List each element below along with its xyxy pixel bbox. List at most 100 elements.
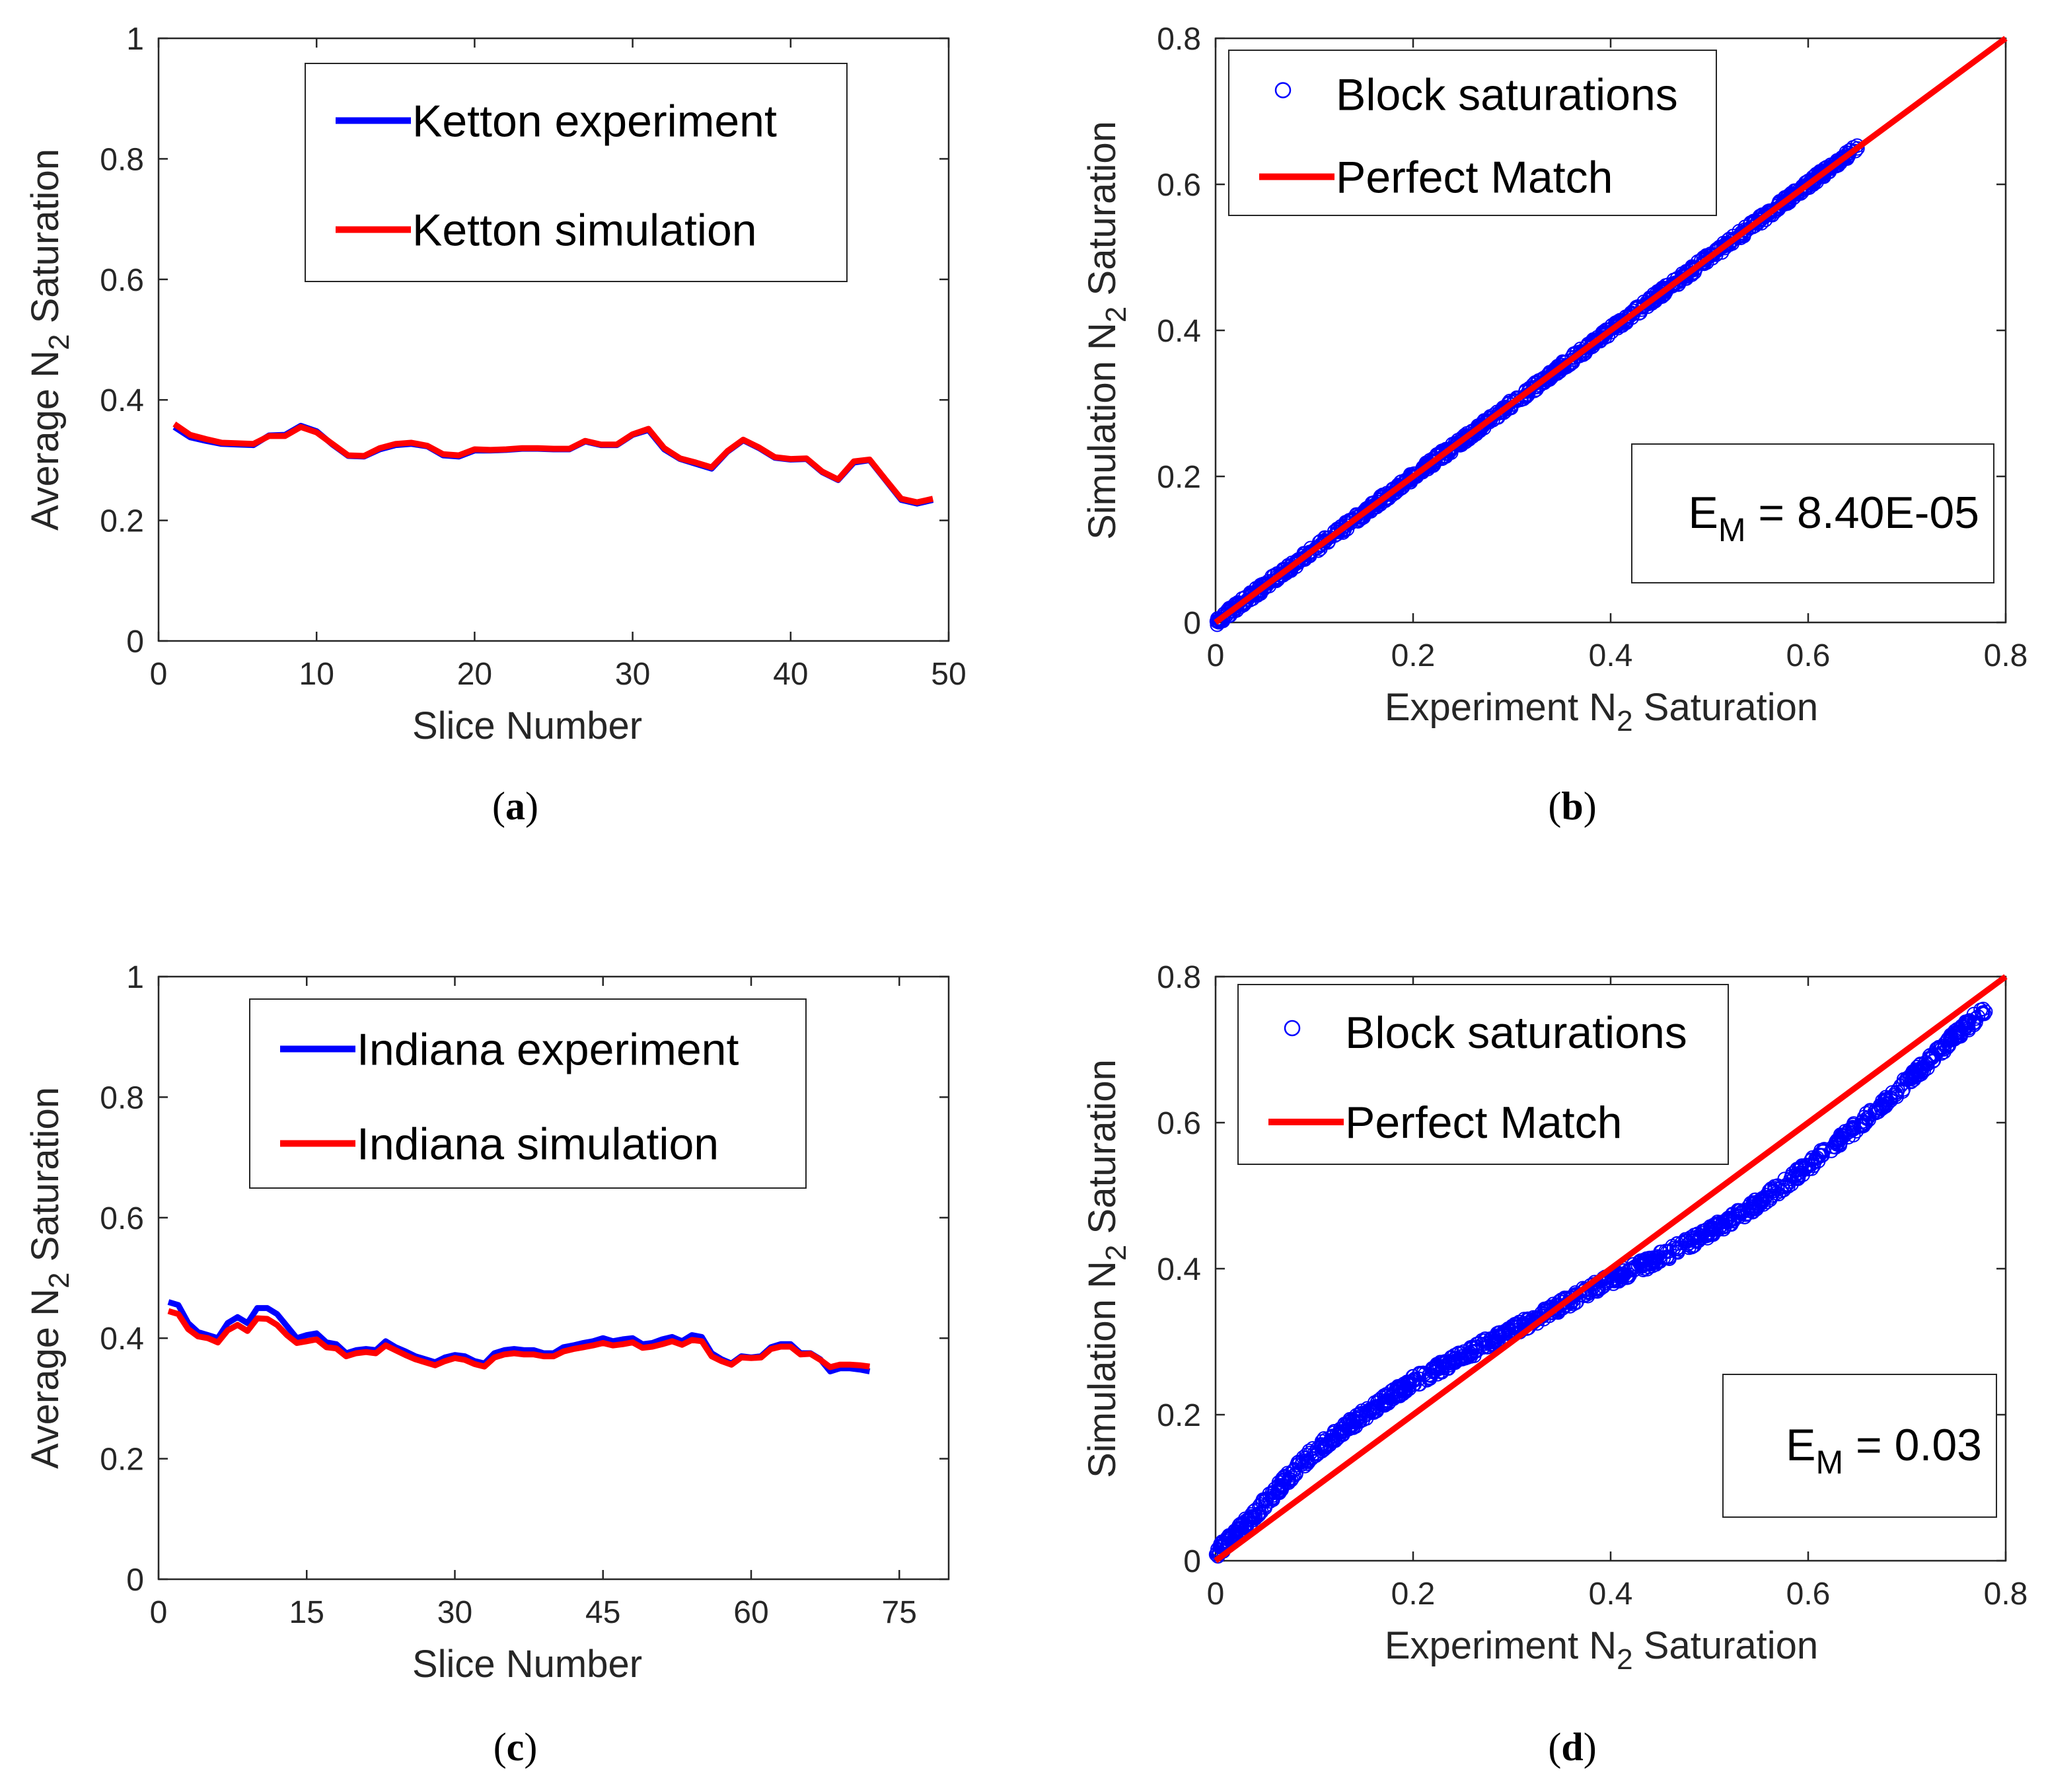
legend-entry-label: Block saturations [1336,70,1678,120]
scatter-point [1836,151,1850,167]
x-axis-label-text-end: Saturation [1633,686,1819,729]
scatter-point [1469,1337,1484,1351]
caption-letter: d [1561,1725,1583,1769]
y-axis-label-text-end: Saturation [1081,121,1124,307]
scatter-point [1977,1006,1992,1022]
scatter-point [1276,1470,1292,1485]
plot-frame [157,975,950,1581]
y-tick-label: 0.8 [1157,960,1201,995]
scatter-point [1401,1374,1416,1390]
x-tick-label: 45 [585,1595,620,1630]
scatter-point [1294,1457,1309,1472]
scatter-point [1564,1290,1579,1305]
scatter-point [1391,1379,1406,1394]
perfect-match-line [1214,974,2008,1563]
legend-box [1237,984,1729,1165]
scatter-point [1850,141,1865,156]
scatter-point [1398,1383,1413,1398]
scatter-point [1856,1118,1871,1133]
scatter-point [1900,1072,1915,1087]
y-axis-label-text-end: Saturation [1081,1059,1124,1245]
x-tick-label: 0 [1207,1577,1225,1612]
scatter-point [1828,1140,1843,1155]
y-tick-label: 0.2 [1157,460,1201,495]
scatter-point [1285,1470,1300,1485]
scatter-point [1896,1072,1911,1087]
y-tick-label: 0.2 [100,504,144,539]
scatter-point [1448,1351,1463,1366]
scatter-point [1549,1302,1563,1317]
caption-paren-open: ( [1548,1725,1561,1769]
scatter-point [1333,1425,1348,1440]
y-axis-label-subscript: 2 [43,334,75,350]
scatter-point [1747,1192,1763,1207]
caption-paren-open: ( [493,1725,507,1769]
scatter-point [1599,326,1614,341]
experiment-series-line [167,1299,871,1374]
y-tick-label: 0 [126,1563,144,1598]
scatter-point [1274,1479,1289,1495]
scatter-point [1246,1504,1261,1519]
panel-caption: (d) [1548,1725,1596,1769]
scatter-point [1696,1224,1711,1239]
legend-entry-label: Indiana experiment [357,1025,739,1075]
caption-paren-open: ( [1548,784,1561,828]
panel-caption: (b) [1548,784,1596,828]
legend-marker-swatch [1284,1020,1301,1037]
scatter-point [1867,1105,1882,1119]
y-tick-label: 0.6 [100,1201,144,1236]
y-tick-label: 0.4 [100,1322,144,1357]
y-axis-label: Average N2 Saturation [24,149,75,531]
caption-letter: b [1561,784,1583,828]
x-axis-label-text-end: Saturation [1633,1624,1819,1667]
panel-b-scatter-chart: 0 0.2 0.4 0.6 0.8 0 0.2 0.4 0.6 0.8 Experiment N2 … [1081,22,2028,828]
scatter-point [1910,1059,1925,1074]
scatter-point [1767,1183,1782,1199]
scatter-point [1346,1413,1362,1428]
y-tick-label: 0.2 [1157,1398,1201,1433]
scatter-point [1903,1074,1918,1090]
y-tick-label: 0.4 [1157,1252,1201,1287]
x-axis-label: Experiment N2 Saturation [1385,686,1818,737]
scatter-point [1222,1530,1237,1546]
scatter-point [1621,1262,1636,1277]
scatter-point [1911,1062,1926,1077]
scatter-point [1938,1038,1952,1053]
scatter-point [1719,237,1734,252]
metric-box [1722,1374,1997,1518]
scatter-point [1885,1085,1900,1100]
scatter-point [1381,1395,1397,1409]
panel-caption: (a) [492,784,538,828]
metric-subscript: M [1718,511,1746,548]
x-tick-label: 60 [733,1595,768,1630]
scatter-point [1719,1213,1734,1227]
y-tick-label: 0.6 [1157,168,1201,203]
scatter-point [1218,1536,1233,1551]
metric-value: = 8.40E-05 [1746,488,1979,538]
scatter-point [1670,1236,1685,1251]
scatter-point [1967,1018,1982,1033]
y-axis-label-text-end: Saturation [24,149,67,334]
y-tick-label: 0.6 [1157,1106,1201,1141]
y-tick-label: 0.8 [1157,22,1201,57]
y-tick-label: 0 [1183,606,1201,641]
x-axis-label-text: Experiment N [1385,686,1617,729]
y-tick-label: 0.6 [100,263,144,298]
x-tick-label: 50 [931,657,966,692]
y-tick-label: 0 [1183,1544,1201,1579]
metric-label: EM = 8.40E-05 [1689,488,1980,548]
scatter-point [1276,1478,1291,1493]
panel-a-line-chart: 0 10 20 30 40 50 0 0.2 0.4 0.6 0.8 1 Slice Number Ave… [24,22,967,828]
scatter-point [1209,614,1224,629]
scatter-point [1425,1361,1440,1376]
simulation-series-line [167,1308,870,1370]
scatter-point [1638,1253,1653,1268]
scatter-point [1435,1361,1449,1376]
y-axis-label-text: Average N [24,1288,67,1469]
x-tick-label: 15 [289,1595,324,1630]
x-tick-label: 40 [773,657,808,692]
scatter-point [1678,1233,1693,1248]
scatter-point [1973,1002,1989,1018]
y-axis-label-text-end: Saturation [24,1087,67,1273]
